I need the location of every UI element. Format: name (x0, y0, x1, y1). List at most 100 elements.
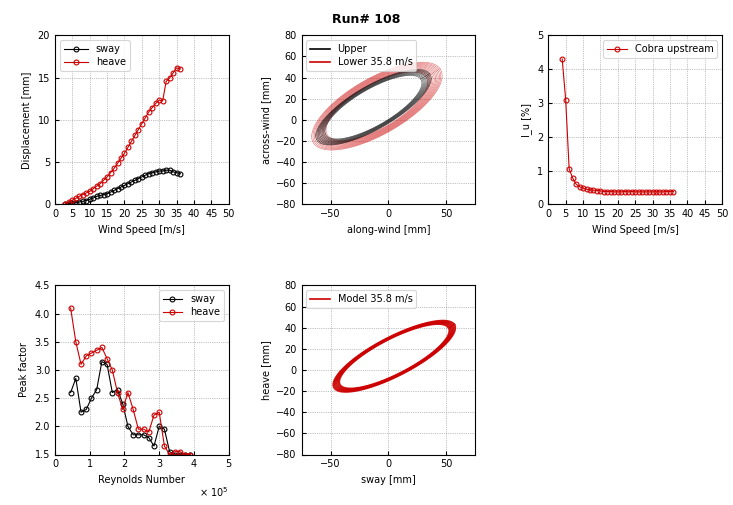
heave (162, 78, 171, 84)
Cobra upstream (575, 184, 584, 190)
heave (71, 339, 80, 345)
sway (92, 193, 101, 199)
heave (151, 100, 160, 107)
heave (96, 181, 105, 187)
X-axis label: Reynolds Number: Reynolds Number (98, 475, 185, 485)
Cobra upstream (558, 56, 567, 62)
heave (68, 197, 77, 203)
sway (171, 451, 180, 458)
sway (158, 168, 167, 174)
sway (144, 435, 153, 441)
sway (82, 197, 91, 204)
Cobra upstream (606, 188, 615, 194)
Cobra upstream (603, 188, 612, 194)
heave (113, 389, 122, 395)
Cobra upstream (631, 189, 640, 195)
Cobra upstream (561, 96, 570, 103)
sway (89, 195, 97, 201)
heave (176, 448, 185, 454)
X-axis label: Wind Speed [m/s]: Wind Speed [m/s] (592, 225, 679, 235)
sway (85, 196, 94, 203)
sway (181, 451, 190, 458)
sway (103, 362, 111, 368)
Line: Cobra upstream: Cobra upstream (560, 57, 676, 194)
sway (160, 426, 169, 432)
sway (155, 168, 163, 174)
heave (106, 170, 115, 176)
Cobra upstream (666, 188, 674, 194)
sway (151, 169, 160, 175)
Y-axis label: across-wind [mm]: across-wind [mm] (261, 76, 270, 164)
sway (129, 432, 138, 438)
Cobra upstream (578, 185, 587, 191)
sway (110, 187, 119, 193)
heave (66, 305, 75, 311)
heave (75, 193, 84, 199)
sway (155, 423, 163, 429)
sway (165, 448, 174, 454)
Legend: sway, heave: sway, heave (159, 290, 224, 321)
Line: sway: sway (63, 168, 183, 207)
Y-axis label: Peak factor: Peak factor (19, 342, 29, 397)
Cobra upstream (648, 189, 657, 195)
sway (97, 359, 106, 365)
Cobra upstream (644, 189, 653, 195)
sway (71, 375, 80, 381)
heave (186, 451, 195, 458)
sway (124, 181, 133, 187)
Cobra upstream (572, 181, 581, 187)
heave (82, 353, 91, 359)
heave (124, 389, 133, 395)
sway (117, 184, 125, 190)
sway (87, 395, 96, 401)
heave (160, 443, 169, 449)
sway (134, 176, 143, 182)
Cobra upstream (614, 189, 622, 195)
Cobra upstream (610, 189, 619, 195)
sway (66, 389, 75, 395)
heave (99, 177, 108, 183)
Legend: Cobra upstream: Cobra upstream (603, 40, 717, 58)
heave (71, 195, 80, 201)
Cobra upstream (652, 189, 660, 195)
heave (117, 155, 125, 161)
heave (148, 105, 157, 111)
Cobra upstream (620, 188, 629, 194)
heave (77, 362, 86, 368)
Cobra upstream (592, 187, 601, 193)
sway (130, 177, 139, 183)
sway (103, 191, 111, 197)
Line: heave: heave (63, 66, 183, 206)
heave (129, 407, 138, 413)
heave (78, 191, 87, 197)
heave (130, 132, 139, 138)
sway (106, 189, 115, 195)
heave (103, 174, 111, 180)
sway (139, 432, 148, 438)
Cobra upstream (624, 189, 633, 195)
X-axis label: along-wind [mm]: along-wind [mm] (347, 225, 430, 235)
sway (176, 171, 185, 177)
Cobra upstream (600, 188, 608, 194)
sway (186, 451, 195, 458)
heave (169, 70, 177, 76)
heave (82, 190, 91, 196)
heave (139, 426, 148, 432)
Y-axis label: Displacement [mm]: Displacement [mm] (22, 71, 32, 169)
Y-axis label: heave [mm]: heave [mm] (261, 340, 270, 400)
heave (158, 98, 167, 104)
heave (134, 426, 143, 432)
heave (171, 448, 180, 454)
Line: sway: sway (68, 359, 193, 457)
sway (82, 407, 91, 413)
sway (78, 198, 87, 205)
Cobra upstream (589, 187, 598, 193)
heave (89, 186, 97, 192)
heave (113, 161, 122, 167)
Cobra upstream (617, 189, 626, 195)
heave (165, 75, 174, 81)
sway (77, 409, 86, 415)
Line: heave: heave (68, 306, 193, 457)
X-axis label: Wind Speed [m/s]: Wind Speed [m/s] (98, 225, 185, 235)
sway (148, 170, 157, 176)
